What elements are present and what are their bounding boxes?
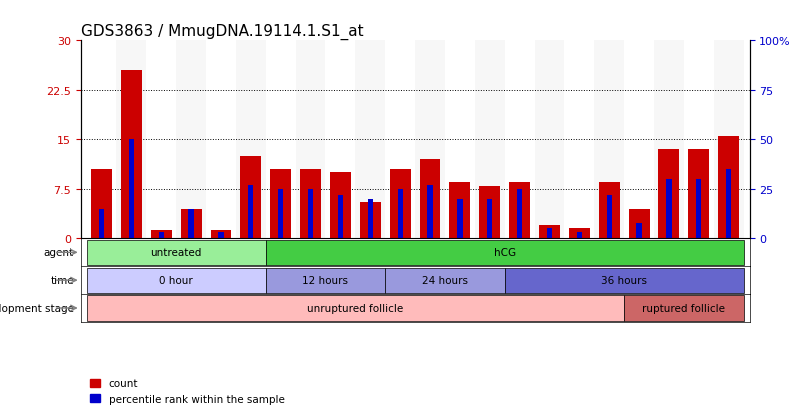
Bar	[91, 170, 112, 239]
Bar	[308, 190, 314, 239]
Text: GDS3863 / MmugDNA.19114.1.S1_at: GDS3863 / MmugDNA.19114.1.S1_at	[81, 24, 364, 40]
Bar	[355, 41, 385, 239]
Bar	[624, 41, 654, 239]
Bar	[539, 225, 560, 239]
Bar	[368, 199, 373, 239]
Bar	[688, 150, 709, 239]
Bar	[577, 233, 582, 239]
Text: untreated: untreated	[151, 248, 202, 258]
Bar	[390, 170, 410, 239]
Bar	[397, 190, 403, 239]
Bar	[236, 41, 266, 239]
Bar	[270, 170, 291, 239]
Bar	[147, 41, 177, 239]
FancyBboxPatch shape	[266, 268, 385, 293]
FancyBboxPatch shape	[385, 268, 505, 293]
Text: ruptured follicle: ruptured follicle	[642, 303, 725, 313]
Bar	[445, 41, 475, 239]
Bar	[475, 41, 505, 239]
Bar	[534, 41, 564, 239]
Bar	[206, 41, 236, 239]
Text: unruptured follicle: unruptured follicle	[307, 303, 404, 313]
FancyBboxPatch shape	[86, 268, 266, 293]
Text: time: time	[50, 275, 74, 285]
Bar	[121, 71, 142, 239]
Bar	[240, 157, 261, 239]
Bar	[564, 41, 594, 239]
Bar	[177, 41, 206, 239]
Bar	[385, 41, 415, 239]
Text: 24 hours: 24 hours	[422, 275, 468, 285]
Bar	[116, 41, 147, 239]
Bar	[338, 195, 343, 239]
Text: 36 hours: 36 hours	[601, 275, 647, 285]
Bar	[359, 203, 380, 239]
Bar	[330, 173, 351, 239]
Bar	[189, 209, 193, 239]
Bar	[637, 223, 642, 239]
Bar	[415, 41, 445, 239]
Legend: count, percentile rank within the sample: count, percentile rank within the sample	[85, 374, 289, 408]
FancyBboxPatch shape	[86, 296, 624, 321]
Bar	[594, 41, 624, 239]
Bar	[667, 180, 671, 239]
Bar	[629, 209, 650, 239]
Bar	[718, 137, 739, 239]
Bar	[427, 185, 433, 239]
Bar	[505, 41, 534, 239]
Bar	[696, 180, 701, 239]
Bar	[726, 170, 731, 239]
Bar	[487, 199, 492, 239]
Bar	[450, 183, 471, 239]
Bar	[654, 41, 683, 239]
Bar	[151, 231, 172, 239]
FancyBboxPatch shape	[86, 240, 266, 265]
Bar	[210, 231, 231, 239]
Bar	[159, 233, 164, 239]
Bar	[296, 41, 326, 239]
Text: 0 hour: 0 hour	[160, 275, 193, 285]
Bar	[517, 190, 522, 239]
Text: hCG: hCG	[493, 248, 516, 258]
Bar	[659, 150, 679, 239]
Bar	[599, 183, 620, 239]
Bar	[129, 140, 134, 239]
Bar	[86, 41, 116, 239]
FancyBboxPatch shape	[266, 240, 744, 265]
Bar	[420, 160, 440, 239]
Bar	[99, 209, 104, 239]
Bar	[181, 209, 202, 239]
Bar	[509, 183, 530, 239]
Bar	[480, 186, 501, 239]
FancyBboxPatch shape	[505, 268, 744, 293]
Bar	[546, 229, 552, 239]
Bar	[248, 185, 253, 239]
Text: agent: agent	[44, 248, 74, 258]
Bar	[218, 233, 223, 239]
FancyBboxPatch shape	[624, 296, 744, 321]
Bar	[278, 190, 284, 239]
Bar	[683, 41, 714, 239]
Bar	[266, 41, 296, 239]
Bar	[326, 41, 355, 239]
Bar	[569, 229, 590, 239]
Text: 12 hours: 12 hours	[302, 275, 348, 285]
Bar	[714, 41, 744, 239]
Text: development stage: development stage	[0, 303, 74, 313]
Bar	[300, 170, 321, 239]
Bar	[457, 199, 463, 239]
Bar	[607, 195, 612, 239]
